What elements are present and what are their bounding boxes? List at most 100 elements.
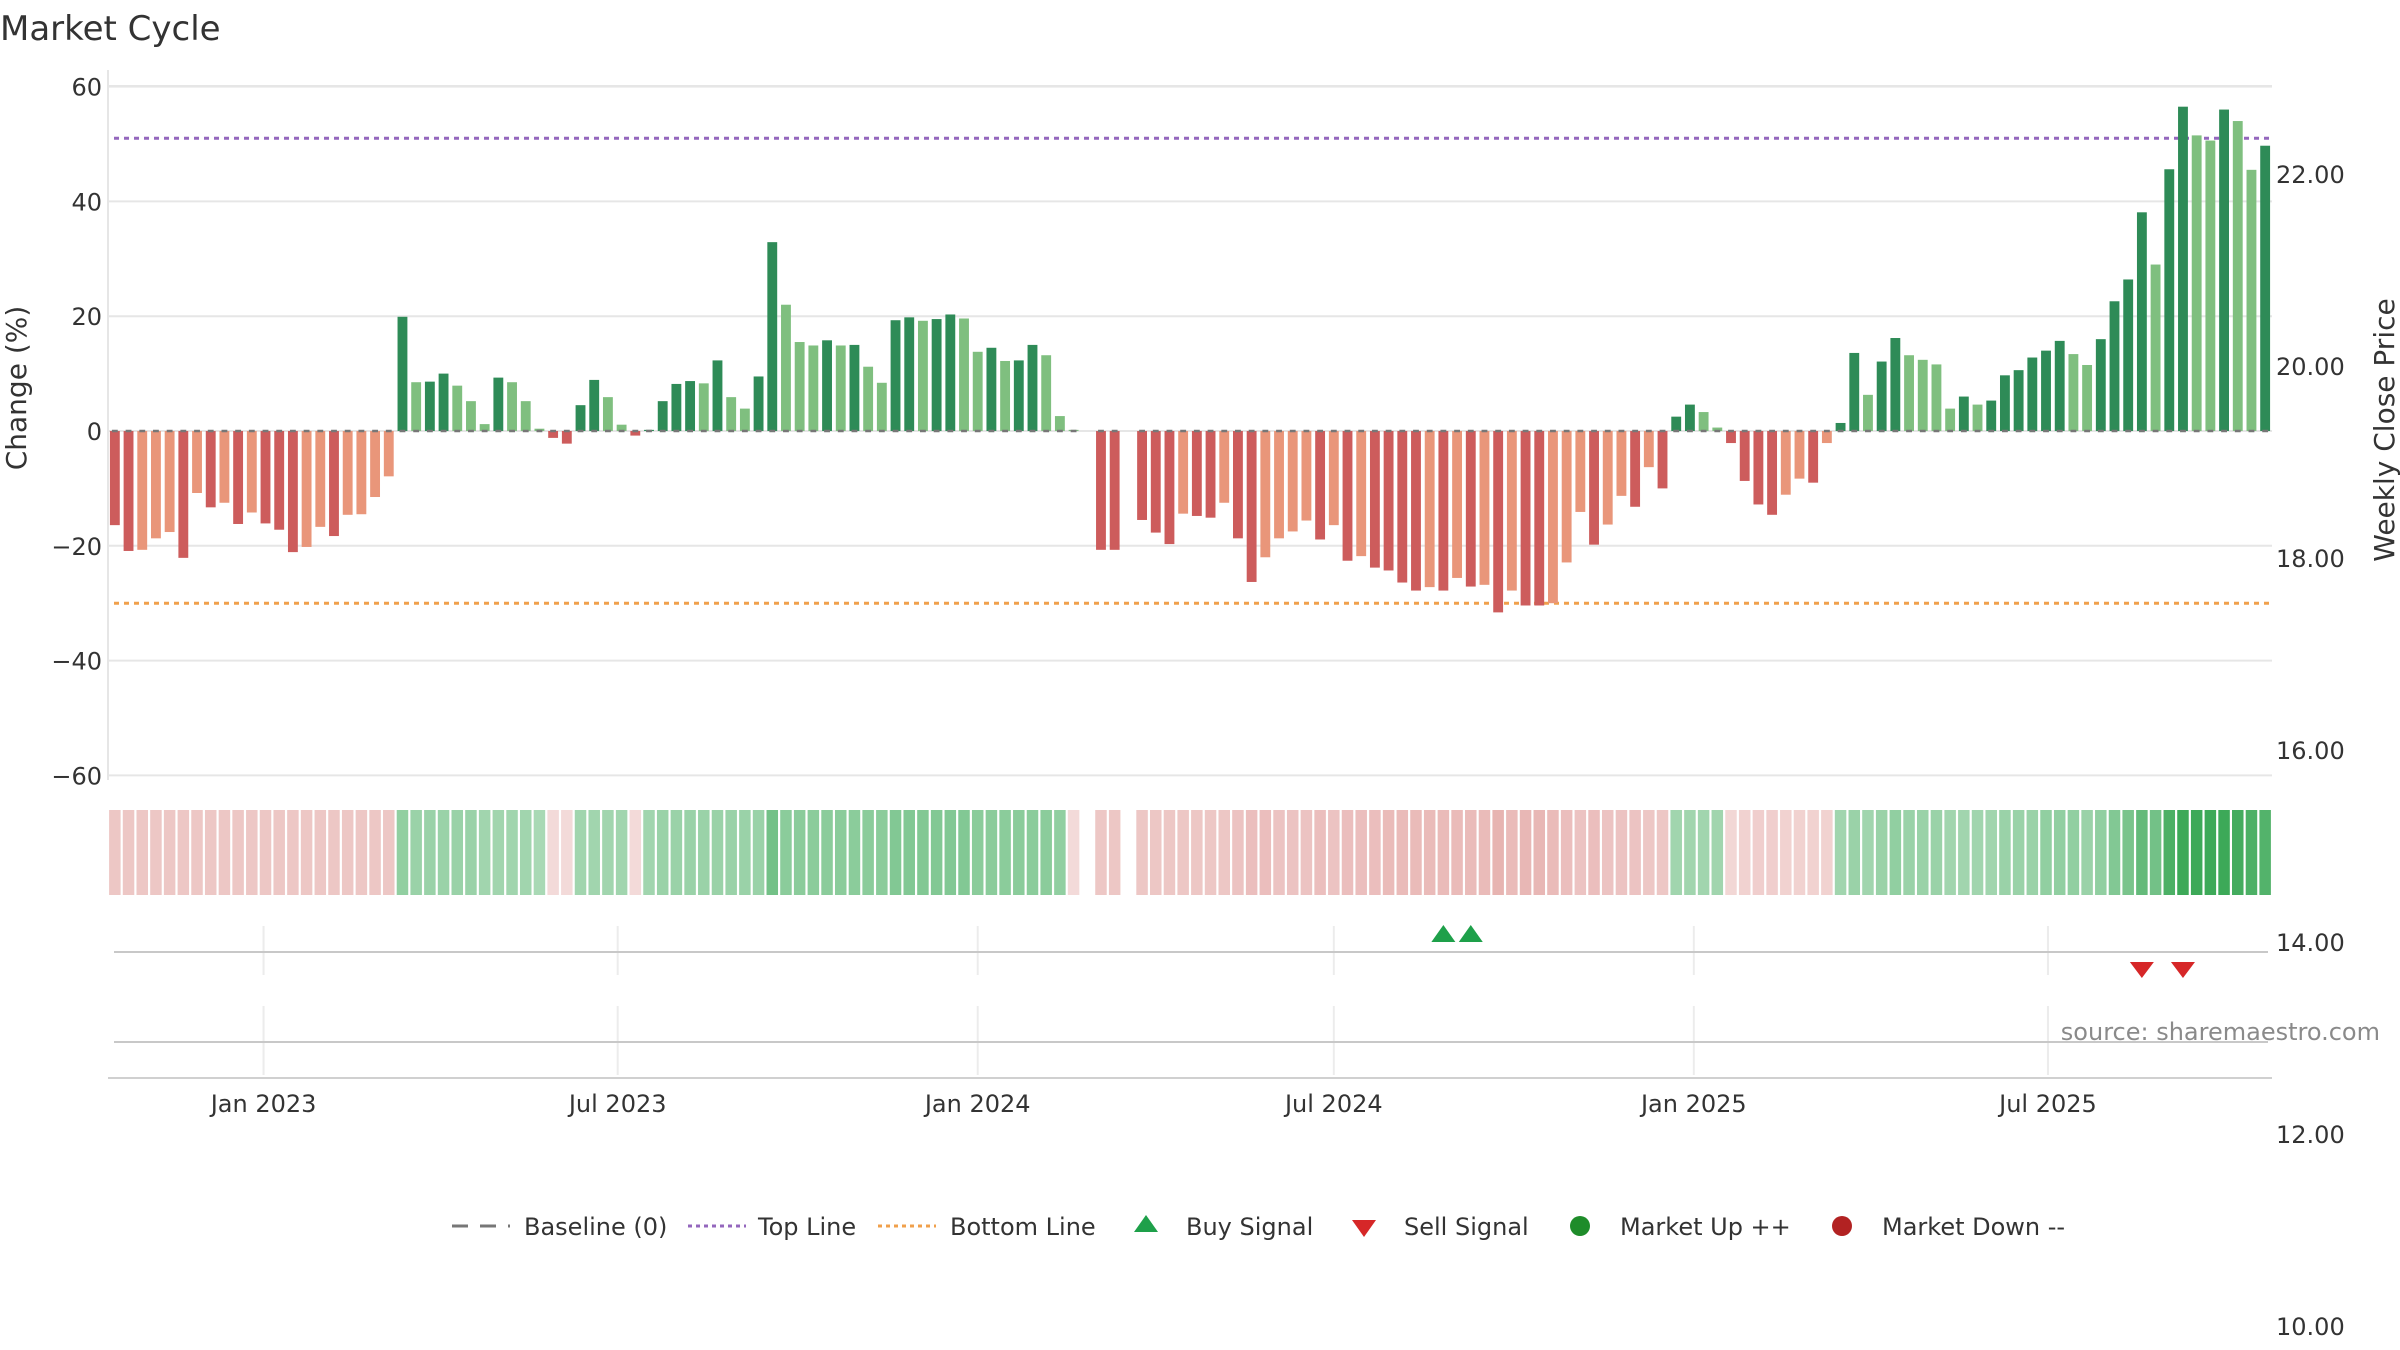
strength-cell: [1314, 810, 1326, 895]
change-bar: [2232, 121, 2243, 431]
change-bar: [1520, 431, 1531, 606]
change-bar: [1246, 431, 1257, 582]
strength-cell: [1355, 810, 1367, 895]
change-bar: [1931, 364, 1942, 431]
x-tick-label: Jan 2023: [209, 1090, 317, 1118]
change-bar: [589, 379, 600, 431]
buy-signal-marker: [1458, 925, 1483, 942]
strength-cell: [1286, 810, 1299, 895]
change-bar: [424, 381, 435, 431]
change-bar: [863, 366, 874, 431]
change-bar: [1726, 431, 1736, 444]
strength-cell: [1875, 810, 1888, 895]
strength-cell: [1013, 810, 1025, 895]
change-bar: [1452, 431, 1463, 578]
strength-cell: [547, 810, 559, 895]
change-bar: [1178, 431, 1189, 514]
change-bar: [822, 340, 832, 431]
strength-cell: [1191, 810, 1203, 895]
change-bar: [383, 431, 394, 477]
change-bar: [178, 431, 189, 558]
change-bar: [520, 401, 531, 431]
strength-cell: [1862, 810, 1874, 895]
strength-cell: [177, 810, 190, 895]
right-axis-ticks: 22.00 20.00 18.00 16.00 14.00 12.00 10.00: [2276, 161, 2345, 1341]
change-bar: [301, 431, 312, 547]
change-bar: [1548, 431, 1558, 604]
change-bar: [1767, 431, 1778, 515]
strength-cell: [2122, 810, 2134, 895]
left-tick-label: −60: [51, 762, 102, 790]
change-bar: [1369, 431, 1380, 568]
strength-cell: [259, 810, 272, 895]
change-bar: [945, 314, 956, 431]
change-bar: [2205, 140, 2216, 431]
strength-cell: [1766, 810, 1778, 895]
change-bar: [479, 424, 490, 431]
change-bar: [781, 304, 791, 431]
legend-label: Baseline (0): [524, 1213, 667, 1241]
strength-cell: [1478, 810, 1491, 895]
strength-cell: [889, 810, 902, 895]
change-bar: [1643, 431, 1654, 468]
strength-cell: [1204, 810, 1217, 895]
legend-marker-circle: [1570, 1216, 1590, 1236]
change-bar: [698, 383, 709, 431]
change-bar: [507, 382, 517, 431]
change-bar: [1342, 431, 1353, 561]
change-bar: [370, 431, 381, 498]
strength-cell: [930, 810, 943, 895]
strength-cell: [2026, 810, 2039, 895]
change-bar: [2041, 350, 2051, 431]
reference-lines: [114, 136, 2270, 605]
strength-cell: [2190, 810, 2203, 895]
change-bar: [1575, 431, 1586, 512]
change-bar: [1041, 355, 1052, 431]
strength-cell: [2012, 810, 2025, 895]
change-bar: [2013, 370, 2024, 431]
change-bar: [1274, 431, 1284, 539]
strength-cell: [424, 810, 436, 895]
strength-cell: [2177, 810, 2189, 895]
strength-cell: [1670, 810, 1682, 895]
change-bar: [1972, 404, 1983, 431]
strength-cell: [1150, 810, 1162, 895]
strength-cell: [150, 810, 162, 895]
change-bar: [1013, 360, 1024, 431]
change-bar: [2054, 340, 2065, 431]
strength-cell: [1533, 810, 1546, 895]
strength-cell: [1341, 810, 1354, 895]
strength-cell: [1944, 810, 1956, 895]
strength-cell: [917, 810, 929, 895]
change-bar: [1986, 400, 1997, 431]
strength-cell: [1629, 810, 1641, 895]
source-note: source: sharemaestro.com: [2061, 1018, 2380, 1046]
strength-cell: [821, 810, 833, 895]
strength-cell: [1711, 810, 1724, 895]
change-bar: [1698, 412, 1709, 431]
strength-cell: [903, 810, 915, 895]
x-tick-label: Jul 2024: [1283, 1090, 1383, 1118]
change-bar: [2109, 301, 2120, 431]
change-bar: [342, 431, 353, 515]
change-bar: [2191, 135, 2202, 431]
change-bar: [726, 397, 737, 431]
strength-cell: [2163, 810, 2176, 895]
strength-cell: [1834, 810, 1847, 895]
strength-cell: [396, 810, 409, 895]
x-tick-label: Jan 2024: [923, 1090, 1031, 1118]
strength-cell: [615, 810, 628, 895]
change-bar: [972, 351, 983, 431]
change-bar: [2219, 109, 2229, 431]
strength-cell: [999, 810, 1011, 895]
strength-cell: [643, 810, 655, 895]
strength-cell: [1095, 810, 1107, 895]
strength-cell: [1218, 810, 1230, 895]
strength-cell: [1300, 810, 1313, 895]
signal-panel: [114, 925, 2268, 978]
strength-cell: [287, 810, 299, 895]
strength-cell: [300, 810, 313, 895]
strength-cell: [588, 810, 600, 895]
left-tick-label: 0: [87, 418, 102, 446]
change-bar: [246, 431, 257, 513]
